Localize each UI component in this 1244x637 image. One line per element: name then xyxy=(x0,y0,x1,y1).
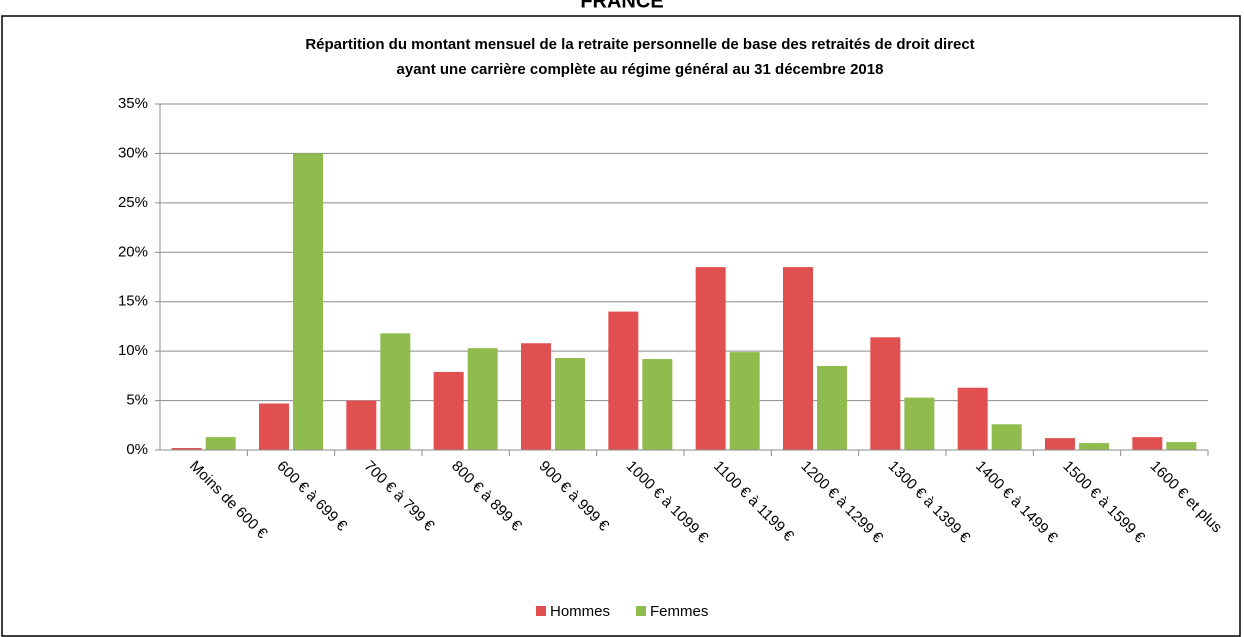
bar xyxy=(783,267,813,450)
legend-swatch xyxy=(536,606,546,616)
bar xyxy=(1132,437,1163,450)
y-tick-label: 30% xyxy=(118,144,148,161)
bar xyxy=(870,337,901,450)
legend-label: Hommes xyxy=(550,603,610,620)
bar xyxy=(695,267,726,450)
legend-swatch xyxy=(636,606,646,616)
chart-title: Répartition du montant mensuel de la ret… xyxy=(305,36,974,53)
bar xyxy=(904,397,935,450)
bar xyxy=(729,352,760,450)
bar xyxy=(380,333,411,450)
chart-title: ayant une carrière complète au régime gé… xyxy=(397,61,884,78)
y-tick-label: 10% xyxy=(118,342,148,359)
y-tick-label: 35% xyxy=(118,95,148,112)
heading: FRANCE xyxy=(580,0,663,12)
bar xyxy=(1079,443,1109,450)
bar xyxy=(555,358,585,450)
bar xyxy=(991,424,1022,450)
bar xyxy=(1166,442,1197,450)
y-tick-label: 0% xyxy=(126,441,148,458)
bar xyxy=(467,348,498,450)
bar xyxy=(433,371,464,450)
bar xyxy=(957,387,988,450)
bar xyxy=(642,359,673,450)
y-tick-label: 15% xyxy=(118,293,148,310)
bar xyxy=(293,153,323,450)
y-tick-label: 5% xyxy=(126,392,148,409)
bar xyxy=(259,403,289,450)
y-tick-label: 25% xyxy=(118,194,148,211)
legend-label: Femmes xyxy=(650,603,708,620)
bar xyxy=(521,343,551,450)
bar xyxy=(171,448,202,450)
bar xyxy=(817,365,847,450)
y-tick-label: 20% xyxy=(118,243,148,260)
bar xyxy=(205,437,236,450)
bar xyxy=(346,400,377,450)
bar xyxy=(608,311,639,450)
bar xyxy=(1045,438,1075,450)
